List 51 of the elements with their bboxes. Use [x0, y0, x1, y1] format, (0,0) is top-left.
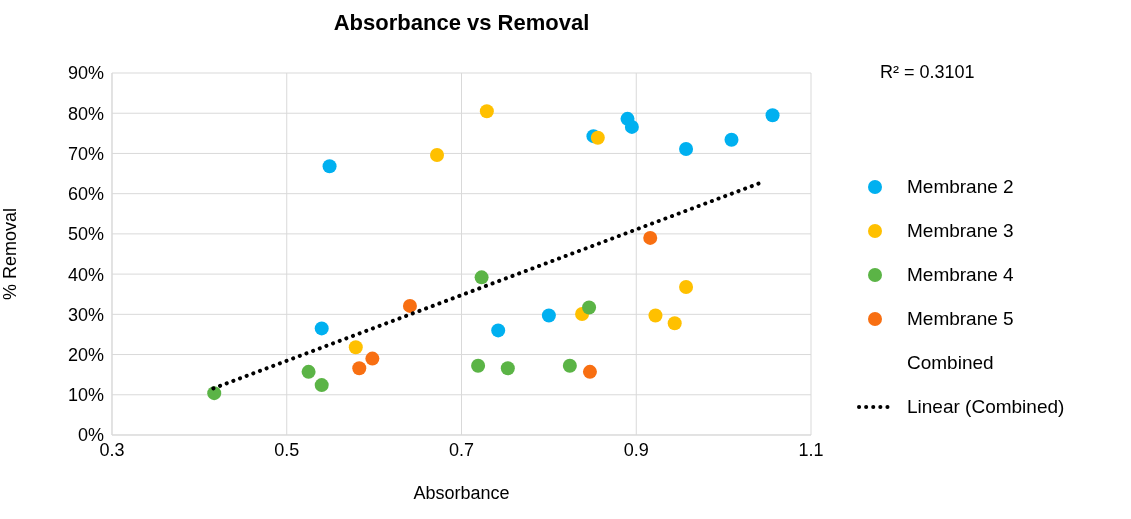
point [582, 364, 597, 379]
x-tick-label: 0.9 [623, 439, 649, 460]
x-axis-title: Absorbance [413, 483, 510, 503]
y-tick-label: 70% [67, 143, 104, 164]
y-tick-label: 20% [67, 344, 104, 365]
point [314, 378, 329, 393]
y-tick-label: 10% [67, 385, 104, 406]
point [402, 298, 417, 313]
point [500, 361, 515, 376]
y-tick-label: 50% [67, 224, 104, 245]
point [590, 130, 605, 145]
point [562, 358, 577, 373]
point [365, 351, 380, 366]
point [474, 270, 489, 285]
y-tick-label: 90% [67, 63, 104, 84]
y-tick-label: 30% [67, 304, 104, 325]
point [430, 148, 445, 163]
point [491, 323, 506, 338]
text: R² = 0.3101 [880, 62, 975, 83]
point [582, 300, 597, 315]
point [624, 119, 639, 134]
x-tick-label: 0.5 [274, 439, 300, 460]
x-tick-label: 0.7 [448, 439, 475, 460]
y-tick-label: 80% [67, 103, 104, 124]
point [301, 364, 316, 379]
y-tick-label: 40% [67, 264, 104, 285]
point [322, 159, 337, 174]
point [479, 104, 494, 119]
text: Combined [907, 352, 994, 374]
point [348, 340, 363, 355]
chart-title: Absorbance vs Removal [332, 10, 591, 36]
point [541, 308, 556, 323]
point [643, 230, 658, 245]
point [471, 358, 486, 373]
legend-label: Membrane 4 [907, 264, 1014, 286]
point [314, 321, 329, 336]
legend-label: Membrane 2 [907, 176, 1014, 198]
point [352, 361, 367, 376]
legend-label: Membrane 5 [907, 308, 1014, 330]
legend-label: Linear (Combined) [907, 396, 1065, 418]
x-tick-label: 1.1 [798, 439, 824, 460]
point [207, 386, 222, 401]
point [679, 142, 694, 157]
point [648, 308, 663, 323]
y-axis-title: % Removal [0, 207, 21, 301]
point [679, 279, 694, 294]
legend-label: Membrane 3 [907, 220, 1014, 242]
y-tick-label: 60% [67, 184, 104, 205]
point [765, 108, 780, 123]
point [667, 316, 682, 331]
point [724, 132, 739, 147]
